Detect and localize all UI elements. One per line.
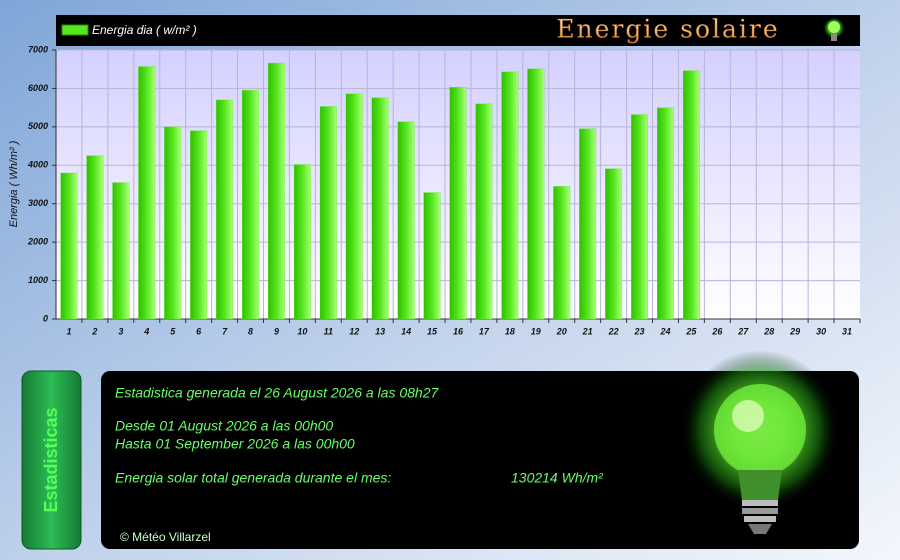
y-axis-label: Energia ( Wh/m² ) — [8, 140, 20, 227]
y-tick-label: 1000 — [28, 275, 48, 285]
bar — [86, 155, 104, 320]
y-tick-label: 0 — [43, 313, 48, 323]
stats-footer: © Météo Villarzel — [120, 530, 211, 544]
bar — [268, 62, 285, 320]
bar — [397, 121, 415, 320]
bar — [216, 99, 234, 320]
bar — [293, 164, 311, 320]
y-tick-label: 7000 — [28, 44, 48, 54]
x-tick-label: 26 — [711, 326, 723, 336]
bar — [553, 186, 571, 320]
x-tick-label: 23 — [634, 326, 645, 336]
stats-tab — [21, 370, 82, 550]
bulb-icon — [823, 17, 845, 41]
x-tick-label: 12 — [349, 326, 359, 336]
x-tick-label: 3 — [118, 326, 123, 336]
x-tick-label: 29 — [789, 326, 800, 336]
stats-tab-label: Estadisticas — [41, 407, 61, 512]
bar — [527, 68, 545, 320]
stats-from: Desde 01 August 2026 a las 00h00 — [115, 418, 333, 434]
header-bar — [56, 15, 860, 46]
x-tick-label: 18 — [505, 326, 515, 336]
x-tick-label: 25 — [685, 326, 697, 336]
bar — [501, 71, 519, 320]
y-tick-label: 4000 — [27, 160, 48, 170]
stats-to: Hasta 01 September 2026 a las 00h00 — [115, 436, 355, 452]
x-tick-label: 30 — [816, 326, 826, 336]
x-tick-label: 21 — [582, 326, 593, 336]
bar — [605, 168, 623, 320]
x-tick-label: 8 — [248, 326, 253, 336]
bar — [190, 130, 208, 320]
x-tick-label: 24 — [659, 326, 670, 336]
x-tick-label: 2 — [91, 326, 97, 336]
y-tick-label: 2000 — [27, 237, 48, 247]
y-tick-label: 6000 — [28, 83, 48, 93]
x-tick-label: 10 — [297, 326, 307, 336]
x-tick-label: 27 — [737, 326, 749, 336]
stats-total-value: 130214 Wh/m² — [511, 470, 604, 486]
x-tick-label: 15 — [427, 326, 438, 336]
x-tick-label: 5 — [170, 326, 176, 336]
x-tick-label: 13 — [375, 326, 385, 336]
x-tick-label: 17 — [479, 326, 490, 336]
x-tick-label: 1 — [66, 326, 71, 336]
bar — [423, 192, 441, 320]
x-tick-label: 11 — [324, 326, 333, 336]
bar — [345, 93, 363, 320]
bar — [682, 70, 700, 320]
stats-generated: Estadistica generada el 26 August 2026 a… — [115, 385, 439, 401]
stats-panel — [101, 371, 859, 549]
bar — [60, 172, 78, 320]
bar — [631, 114, 648, 320]
bar — [319, 106, 337, 320]
bar — [242, 90, 259, 320]
y-tick-label: 5000 — [28, 121, 48, 131]
y-tick-label: 3000 — [28, 198, 48, 208]
x-tick-label: 6 — [196, 326, 202, 336]
legend-label: Energia dia ( w/m² ) — [92, 23, 197, 37]
bar — [164, 126, 182, 320]
bar — [657, 107, 674, 320]
bulb-image — [680, 350, 840, 534]
x-tick-label: 31 — [842, 326, 852, 336]
x-tick-label: 20 — [556, 326, 567, 336]
bar — [371, 97, 389, 320]
x-tick-label: 22 — [608, 326, 619, 336]
bar — [579, 128, 597, 320]
x-tick-label: 4 — [143, 326, 149, 336]
bar — [112, 182, 130, 320]
legend-swatch — [61, 24, 89, 36]
x-tick-label: 7 — [222, 326, 228, 336]
x-tick-label: 28 — [763, 326, 774, 336]
x-tick-label: 19 — [531, 326, 541, 336]
chart-title: Energie solaire — [556, 15, 779, 44]
bar — [449, 87, 467, 320]
bar — [475, 103, 493, 320]
x-tick-label: 14 — [401, 326, 411, 336]
x-tick-label: 9 — [274, 326, 279, 336]
x-tick-label: 16 — [453, 326, 464, 336]
bar — [138, 66, 156, 320]
stats-total-label: Energia solar total generada durante el … — [115, 470, 391, 486]
